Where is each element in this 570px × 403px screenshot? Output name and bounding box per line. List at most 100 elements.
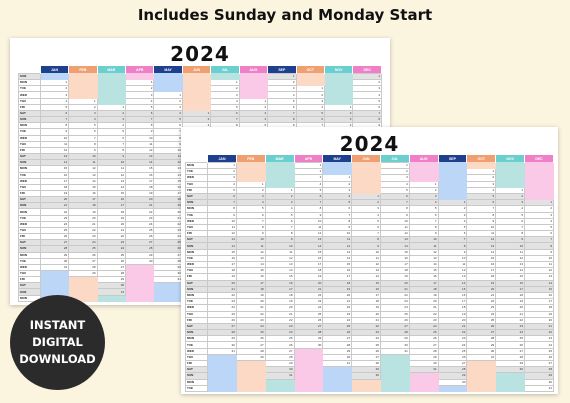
day-cell: 4 xyxy=(295,103,325,111)
month-header-feb: FEB xyxy=(68,66,98,74)
day-cell: 3 xyxy=(267,85,297,93)
day-cell: 2 xyxy=(352,79,382,87)
month-header-may: MAY xyxy=(153,66,183,74)
day-cell xyxy=(379,384,410,393)
day-cell: 2 xyxy=(295,91,325,99)
day-cell xyxy=(238,85,269,93)
day-cell: 5 xyxy=(267,97,297,105)
day-cell xyxy=(238,72,269,81)
day-cell: 5 xyxy=(352,97,382,105)
month-header-jun: JUN xyxy=(182,66,212,74)
headline: Includes Sunday and Monday Start xyxy=(137,6,433,24)
day-cell xyxy=(495,384,526,393)
day-cell: 4 xyxy=(352,91,382,99)
badge-line: DOWNLOAD xyxy=(19,352,96,366)
day-cell xyxy=(295,72,325,81)
day-cell: 2 xyxy=(267,79,297,87)
day-cell xyxy=(323,79,354,87)
month-header-nov: NOV xyxy=(324,66,354,74)
day-cell xyxy=(238,91,269,99)
day-cell: 3 xyxy=(323,116,354,124)
month-header-mar: MAR xyxy=(265,155,295,163)
calendar-row: WED 17 14 13 17 15 12 17 14 11 16 13 11 xyxy=(184,260,554,269)
calendar-row: SUN 1 1 xyxy=(18,72,382,81)
day-cell xyxy=(323,91,354,99)
day-cell xyxy=(238,79,269,87)
month-header-mar: MAR xyxy=(97,66,127,74)
day-cell xyxy=(437,384,468,393)
day-cell: 3 xyxy=(352,85,382,93)
month-header-aug: AUG xyxy=(409,155,439,163)
month-header-may: MAY xyxy=(322,155,353,163)
monday-start-calendar-sheet: 2024 JAN FEB MAR APR MAY JUN JUL AUG SEP OCT NOV DE… xyxy=(181,127,558,394)
calendar-row: WED 24 21 20 24 22 19 24 21 18 23 20 18 xyxy=(184,304,554,312)
calendar-row: FRI 5 2 1 5 3 5 2 6 4 1 6 xyxy=(18,103,382,111)
day-cell xyxy=(293,384,324,393)
month-header-jul: JUL xyxy=(380,155,410,163)
calendar-row: SAT 30 29 31 28 30 28 xyxy=(184,366,554,374)
day-cell: 4 xyxy=(238,116,269,124)
day-cell xyxy=(264,384,295,393)
day-cell xyxy=(96,294,127,303)
month-header-oct: OCT xyxy=(466,155,497,163)
calendar-row: FRI 26 23 22 26 24 21 26 23 20 25 22 20 xyxy=(184,316,554,324)
calendar-row: TUE 2 2 2 3 1 3 xyxy=(18,85,382,93)
calendar-row: MON 1 1 1 xyxy=(184,161,554,170)
day-cell xyxy=(207,384,237,393)
day-cell: 6 xyxy=(267,103,297,111)
calendar-row: TUE 23 20 19 23 21 18 23 20 17 22 19 17 xyxy=(184,298,554,306)
day-cell xyxy=(153,294,183,303)
day-cell xyxy=(125,294,155,303)
month-header-jan: JAN xyxy=(40,66,70,74)
day-cell xyxy=(323,85,354,93)
day-cell xyxy=(408,384,439,393)
header-corner xyxy=(18,66,41,74)
day-cell: 1 xyxy=(267,72,297,81)
month-header-jan: JAN xyxy=(207,155,237,163)
day-cell: 1 xyxy=(323,103,354,111)
day-cell xyxy=(235,384,266,393)
day-cell: 3 xyxy=(295,97,325,105)
calendar-row: SUN 7 4 3 7 5 2 7 4 8 6 3 8 xyxy=(18,116,382,124)
calendar-row: WED 3 3 1 3 2 xyxy=(184,174,554,182)
month-header-sep: SEP xyxy=(267,66,297,74)
day-cell: 1 xyxy=(352,72,382,81)
month-header-jun: JUN xyxy=(351,155,381,163)
day-cell xyxy=(323,72,354,81)
day-cell: 2 xyxy=(323,109,354,118)
day-cell: 8 xyxy=(267,116,297,124)
month-header-apr: APR xyxy=(294,155,324,163)
day-cell: 4 xyxy=(267,91,297,99)
badge-line: INSTANT xyxy=(29,318,86,332)
day-cell: 7 xyxy=(352,109,382,118)
weekday-label: TUE xyxy=(184,384,209,393)
calendar-row: SUN 21 18 17 21 19 16 21 18 15 20 17 15 xyxy=(184,285,554,293)
month-header-aug: AUG xyxy=(239,66,269,74)
badge-line: DIGITAL xyxy=(32,335,83,349)
calendar-row: THU 4 1 4 2 4 1 5 3 5 xyxy=(18,97,382,105)
month-header-dec: DEC xyxy=(352,66,382,74)
calendar-table: JAN FEB MAR APR MAY JUN JUL AUG SEP OCT NOV DEC MON 1… xyxy=(184,155,554,393)
day-cell: 6 xyxy=(352,103,382,111)
calendar-row: SAT 20 17 16 20 18 15 20 17 14 19 16 14 xyxy=(184,279,554,287)
month-header-oct: OCT xyxy=(296,66,325,74)
day-cell: 31 xyxy=(524,384,554,393)
day-cell xyxy=(295,79,325,87)
calendar-row: SAT 6 3 2 6 4 1 6 3 7 5 2 7 xyxy=(18,109,382,118)
calendar-row: SAT 27 24 23 27 25 22 27 24 21 26 23 21 xyxy=(184,322,554,331)
calendar-year: 2024 xyxy=(339,132,400,156)
calendar-row: SAT 13 10 9 13 11 8 13 10 7 12 9 7 xyxy=(184,236,554,244)
month-header-feb: FEB xyxy=(236,155,266,163)
month-header-dec: DEC xyxy=(524,155,554,163)
instant-digital-download-badge: INSTANT DIGITAL DOWNLOAD xyxy=(10,295,105,390)
day-cell: 3 xyxy=(238,109,269,118)
day-cell: 2 xyxy=(238,103,269,111)
day-cell xyxy=(323,97,354,105)
day-cell: 5 xyxy=(295,109,325,118)
calendar-grid: JAN FEB MAR APR MAY JUN JUL AUG SEP OCT NOV DEC MON 1… xyxy=(184,155,554,393)
calendar-row: WED 3 3 1 3 4 2 4 xyxy=(18,91,382,99)
day-cell xyxy=(466,384,497,393)
calendar-row: TUE 31 xyxy=(184,384,554,393)
calendar-row: THU 29 28 30 27 29 26 31 28 26 xyxy=(184,353,554,362)
calendar-row: WED 31 28 27 29 26 31 28 25 30 27 25 xyxy=(184,347,554,355)
